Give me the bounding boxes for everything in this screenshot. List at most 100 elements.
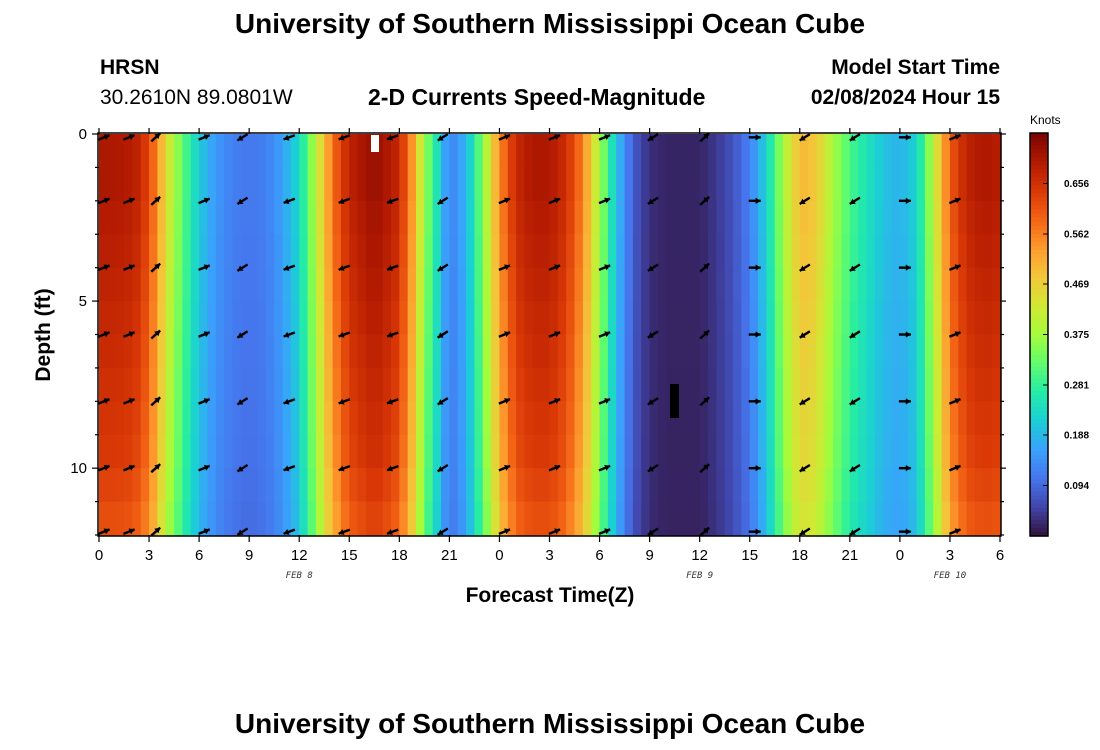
current-vector (436, 330, 449, 339)
heatmap-cell (157, 234, 167, 269)
heatmap-cell (549, 167, 559, 202)
heatmap-cell (349, 367, 359, 402)
heatmap-cell (657, 234, 667, 269)
heatmap-cell (566, 267, 576, 302)
heatmap-cell (958, 267, 968, 302)
heatmap-cell (958, 434, 968, 469)
vector-head (128, 398, 135, 404)
heatmap-cell (115, 501, 125, 536)
heatmap-cell (641, 401, 651, 436)
vector-head (954, 197, 961, 204)
heatmap-cell (649, 401, 659, 436)
current-vector (799, 397, 811, 406)
heatmap-cell (858, 434, 868, 469)
heatmap-cell (833, 367, 843, 402)
heatmap-cell (624, 434, 634, 469)
colorbar-segment (1030, 435, 1048, 440)
heatmap-cell (507, 501, 517, 536)
current-vector (598, 397, 611, 405)
heatmap-cell (691, 134, 701, 169)
heatmap-cell (641, 301, 651, 336)
heatmap-cell (699, 267, 709, 302)
heatmap-cell (224, 234, 234, 269)
heatmap-cell (749, 234, 759, 269)
heatmap-cell (708, 234, 717, 269)
heatmap-cell (958, 501, 968, 536)
vector-head (554, 331, 561, 338)
heatmap-cell (966, 367, 976, 402)
heatmap-cell (232, 267, 242, 302)
colorbar-segment (1030, 274, 1048, 279)
colorbar-segment (1030, 257, 1048, 263)
heatmap-cell (774, 468, 784, 503)
heatmap-cell (340, 501, 350, 536)
heatmap-cell (307, 334, 317, 369)
current-vector (598, 133, 611, 141)
heatmap-cell (182, 401, 192, 436)
heatmap-cell (866, 334, 876, 369)
heatmap-cell (307, 301, 317, 336)
heatmap-cell (132, 401, 142, 436)
heatmap-cell (215, 301, 225, 336)
heatmap-cell (407, 501, 417, 536)
colorbar-units: Knots (1030, 113, 1061, 127)
heatmap-cell (841, 301, 851, 336)
heatmap-cell (933, 434, 943, 469)
current-vector (198, 528, 211, 536)
heatmap-cell (591, 301, 601, 336)
heatmap-cell (766, 267, 776, 302)
heatmap-cell (841, 234, 851, 269)
x-tick-label: 3 (946, 547, 954, 564)
vector-head (504, 331, 511, 338)
heatmap-cell (390, 134, 400, 169)
heatmap-cell (224, 367, 234, 402)
heatmap-cell (215, 468, 225, 503)
colorbar-segment (1030, 201, 1048, 207)
current-vector (548, 197, 561, 205)
heatmap-cell (290, 501, 300, 536)
vector-head (703, 133, 710, 140)
vector-head (799, 529, 806, 535)
colorbar-segment (1030, 431, 1048, 436)
heatmap-cell (808, 134, 818, 169)
heatmap-cell (157, 434, 167, 469)
heatmap-cell (924, 167, 934, 202)
heatmap-cell (883, 501, 893, 536)
heatmap-cell (657, 200, 667, 235)
heatmap-cell (457, 501, 467, 536)
heatmap-cell (190, 200, 200, 235)
heatmap-cell (591, 134, 601, 169)
heatmap-cell (833, 334, 843, 369)
heatmap-cell (466, 301, 476, 336)
heatmap-cell (307, 267, 317, 302)
heatmap-cell (124, 301, 133, 336)
heatmap-cell (866, 200, 876, 235)
heatmap-cell (107, 434, 117, 469)
heatmap-cell (774, 501, 784, 536)
heatmap-cell (224, 468, 234, 503)
current-vector (699, 329, 710, 340)
heatmap-cell (349, 301, 359, 336)
heatmap-cell (182, 334, 192, 369)
heatmap-cell (557, 434, 567, 469)
heatmap-cell (866, 234, 876, 269)
heatmap-cell (682, 501, 692, 536)
heatmap-cell (365, 134, 375, 169)
vector-head (387, 398, 393, 405)
heatmap-cell (215, 134, 225, 169)
heatmap-cell (566, 200, 576, 235)
heatmap-cell (507, 367, 517, 402)
heatmap-cell (883, 134, 893, 169)
heatmap-cell (190, 267, 200, 302)
heatmap-cell (924, 267, 934, 302)
heatmap-cell (991, 267, 1001, 302)
heatmap-cell (666, 267, 676, 302)
heatmap-cell (858, 501, 868, 536)
heatmap-cell (833, 401, 843, 436)
colorbar-segment (1030, 326, 1048, 332)
heatmap-cell (774, 234, 784, 269)
y-tick-label: 10 (70, 460, 87, 477)
heatmap-cell (374, 468, 384, 503)
vector-head (703, 527, 710, 534)
heatmap-cell (874, 367, 884, 402)
